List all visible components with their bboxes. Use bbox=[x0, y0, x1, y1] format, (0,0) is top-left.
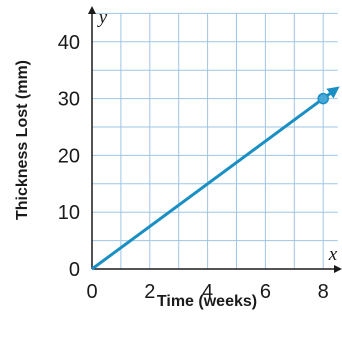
x-tick-label: 6 bbox=[260, 281, 271, 303]
y-axis-title: Thickness Lost (mm) bbox=[14, 60, 31, 220]
grid bbox=[91, 12, 338, 270]
y-tick-label: 40 bbox=[58, 32, 80, 54]
x-tick-label: 8 bbox=[318, 281, 329, 303]
y-tick-label: 30 bbox=[58, 89, 80, 111]
y-tick-label: 0 bbox=[69, 259, 80, 281]
data-series bbox=[91, 86, 340, 271]
tick-labels: 0 2 4 6 8 0 10 20 30 40 bbox=[58, 32, 329, 303]
y-axis-letter: y bbox=[97, 7, 108, 28]
x-axis-title: Time (weeks) bbox=[157, 293, 257, 310]
y-tick-label: 10 bbox=[58, 202, 80, 224]
x-axis-letter: x bbox=[328, 244, 338, 265]
x-tick-label: 4 bbox=[202, 281, 213, 303]
y-tick-label: 20 bbox=[58, 145, 80, 167]
data-point bbox=[317, 92, 329, 105]
x-tick-label: 2 bbox=[144, 281, 155, 303]
axes bbox=[88, 6, 342, 273]
series-line bbox=[91, 86, 340, 271]
x-tick-label: 0 bbox=[86, 281, 97, 303]
